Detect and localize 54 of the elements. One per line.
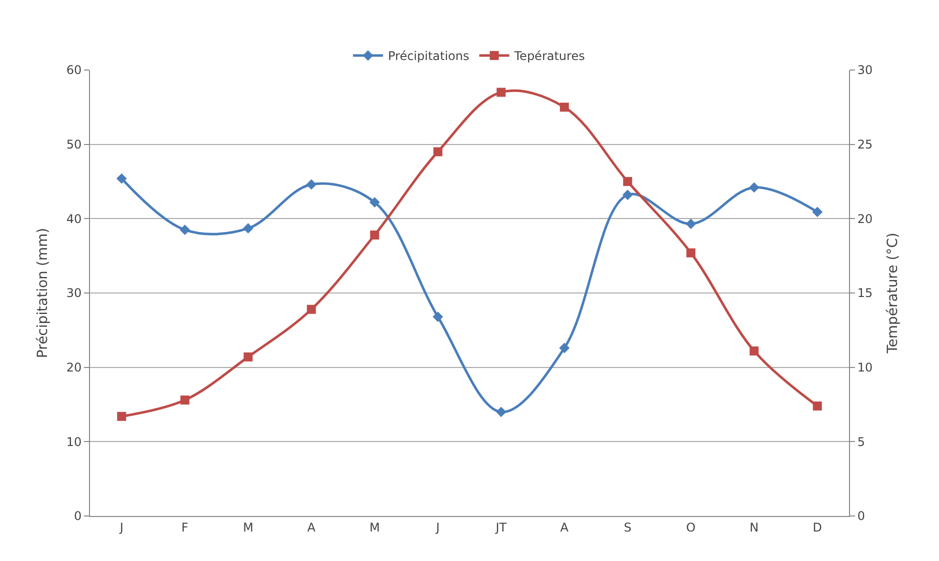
x-tick-label: O (686, 520, 696, 534)
y2-tick-label: 30 (857, 63, 873, 78)
point (306, 179, 317, 190)
point (496, 406, 506, 418)
point (812, 401, 822, 410)
point (559, 342, 570, 354)
x-tick-label: JT (494, 520, 508, 534)
x-tick-label: A (307, 520, 316, 534)
y2-tick-label: 5 (857, 434, 866, 449)
point (623, 177, 632, 186)
x-tick-label: A (560, 520, 570, 534)
point (433, 147, 442, 156)
y2-tick-label: 10 (857, 360, 873, 375)
y-tick-label: 0 (74, 509, 82, 524)
point (242, 223, 254, 234)
point (686, 248, 696, 258)
y2-tick-label: 25 (857, 138, 873, 152)
point (117, 412, 126, 421)
y2-tick-label: 20 (857, 212, 873, 226)
x-tick-label: F (181, 520, 188, 534)
y-axis-title: Précipitation (mm) (34, 228, 51, 358)
point (244, 352, 253, 362)
point (180, 396, 190, 405)
point (812, 206, 823, 218)
y-tick-label: 40 (66, 212, 82, 226)
legend-label: Tepératures (513, 49, 585, 64)
point (750, 346, 759, 356)
y2-axis-title: Température (°C) (884, 232, 901, 354)
x-tick-label: J (118, 520, 124, 534)
point (432, 312, 444, 322)
y-tick-label: 20 (66, 360, 82, 375)
point (560, 102, 569, 112)
point (370, 230, 380, 240)
point (496, 88, 506, 97)
point (748, 182, 760, 193)
y-tick-label: 60 (66, 63, 82, 78)
x-tick-label: J (435, 520, 440, 534)
x-tick-label: N (750, 520, 759, 534)
x-tick-label: S (624, 520, 632, 534)
point (116, 173, 127, 184)
x-tick-label: M (242, 520, 254, 534)
y2-tick-label: 15 (857, 286, 873, 300)
point (686, 218, 696, 230)
x-tick-label: D (812, 520, 822, 534)
x-tick-label: M (369, 520, 380, 534)
y-tick-label: 50 (66, 138, 82, 152)
point (180, 224, 190, 236)
y-tick-label: 30 (66, 286, 82, 300)
y2-tick-label: 0 (857, 509, 866, 524)
point (622, 190, 633, 200)
y-tick-label: 10 (66, 434, 82, 449)
point (369, 197, 380, 208)
legend-label: Précipitations (388, 49, 470, 64)
point (306, 304, 316, 314)
